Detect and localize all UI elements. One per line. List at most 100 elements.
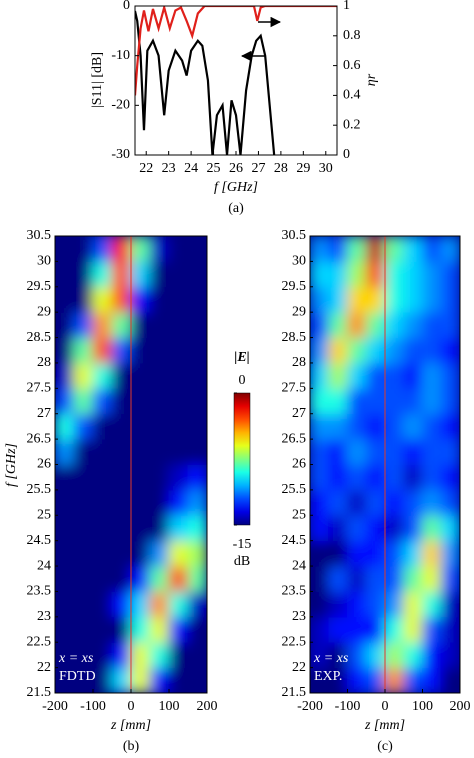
- heatmap-cell: [92, 236, 113, 262]
- heatmap-cell: [328, 464, 348, 491]
- y-tick-label: 0: [123, 0, 130, 13]
- heatmap-cell: [187, 616, 207, 643]
- heatmap-cell: [55, 413, 75, 440]
- heatmap-cell: [384, 514, 405, 542]
- heatmap-cell: [187, 667, 207, 693]
- heatmap-cell: [187, 387, 207, 415]
- heatmap-cell: [422, 514, 442, 542]
- heatmap-cell: [440, 387, 460, 415]
- heatmap-cell: [328, 387, 348, 415]
- heatmap-cell: [403, 438, 423, 465]
- heatmap-cell: [365, 616, 386, 643]
- heatmap-cell: [55, 438, 75, 465]
- heatmap-cell: [422, 565, 442, 592]
- heatmap-cell: [111, 590, 132, 618]
- heatmap-cell: [92, 616, 113, 643]
- heatmap-cell: [168, 260, 189, 288]
- heatmap-cell: [149, 489, 170, 516]
- heatmap-cell: [384, 387, 405, 415]
- heatmap-cell: [55, 464, 75, 491]
- heatmap-cell: [73, 337, 94, 364]
- heatmap-cell: [403, 590, 423, 618]
- heatmap-cell: [365, 362, 386, 389]
- heatmap-cell: [130, 514, 151, 542]
- heatmap-cell: [55, 260, 75, 288]
- heatmap-cell: [384, 540, 405, 567]
- heatmap-cell: [55, 514, 75, 542]
- plot-frame: [134, 5, 338, 156]
- heatmap-cell: [187, 362, 207, 389]
- heatmap-cell: [187, 565, 207, 592]
- heatmap-cell: [328, 641, 348, 669]
- heatmap-cell: [440, 514, 460, 542]
- heatmap-cell: [310, 362, 330, 389]
- heatmap-cell: [92, 260, 113, 288]
- heatmap-cell: [365, 540, 386, 567]
- heatmap-cell: [130, 362, 151, 389]
- x-tick-label: -100: [335, 699, 361, 714]
- x-tick-label: 28: [274, 161, 288, 176]
- heatmap-cell: [422, 311, 442, 339]
- y-tick-label: 30: [292, 254, 306, 269]
- heatmap-cell: [73, 438, 94, 465]
- heatmap-cell: [92, 667, 113, 693]
- heatmap-cell: [440, 565, 460, 592]
- heatmap-cell: [168, 616, 189, 643]
- y-axis-label: |S11| [dB]: [90, 52, 105, 108]
- heatmap-cell: [130, 590, 151, 618]
- heatmap-cell: [168, 590, 189, 618]
- heatmap-cell: [55, 362, 75, 389]
- heatmap-cell: [422, 667, 442, 693]
- x-tick-label: 200: [450, 699, 471, 714]
- heatmap-cell: [130, 667, 151, 693]
- x-tick-label: -200: [297, 699, 323, 714]
- y-tick-label: 21.5: [27, 685, 52, 700]
- x-tick-label: 200: [197, 699, 218, 714]
- heatmap-cell: [440, 616, 460, 643]
- heatmap-cell: [130, 236, 151, 262]
- y2-tick-label: 0.4: [343, 88, 361, 103]
- y-tick-label: -30: [111, 147, 130, 162]
- heatmap-cell: [149, 590, 170, 618]
- heatmap-cell: [73, 464, 94, 491]
- heatmap-cell: [403, 387, 423, 415]
- heatmap-cell: [92, 286, 113, 313]
- heatmap-cell: [440, 641, 460, 669]
- heatmap-cell: [111, 413, 132, 440]
- colorbar-title: |E|: [234, 350, 250, 365]
- heatmap-cell: [440, 362, 460, 389]
- heatmap-cell: [328, 565, 348, 592]
- heatmap-cell: [168, 514, 189, 542]
- heatmap-cell: [328, 260, 348, 288]
- heatmap-cell: [92, 540, 113, 567]
- heatmap-cell: [73, 641, 94, 669]
- heatmap-cell: [55, 236, 75, 262]
- y-tick-label: 22: [292, 660, 306, 675]
- x-axis-label: z [mm]: [110, 718, 151, 733]
- heatmap-cell: [365, 286, 386, 313]
- heatmap-cell: [440, 438, 460, 465]
- heatmap-cell: [55, 616, 75, 643]
- colorbar-tick-label: 0: [239, 373, 246, 388]
- panel-label: (c): [377, 739, 393, 754]
- heatmap-cell: [422, 616, 442, 643]
- heatmap-cell: [149, 260, 170, 288]
- heatmap-cell: [365, 489, 386, 516]
- x-tick-label: 100: [159, 699, 180, 714]
- heatmap-cell: [92, 464, 113, 491]
- heatmap-cell: [365, 337, 386, 364]
- heatmap-cell: [403, 260, 423, 288]
- heatmap-cell: [328, 489, 348, 516]
- heatmap-cell: [149, 565, 170, 592]
- heatmap-cell: [384, 616, 405, 643]
- series-line: [135, 10, 276, 155]
- y-tick-label: 25.5: [27, 482, 52, 497]
- heatmap-cell: [347, 464, 367, 491]
- heatmap-cell: [149, 616, 170, 643]
- heatmap-cell: [422, 489, 442, 516]
- heatmap-cell: [168, 337, 189, 364]
- x-tick-label: 23: [162, 161, 176, 176]
- heatmap-cell: [384, 311, 405, 339]
- y-tick-label: 24: [292, 558, 306, 573]
- heatmap-cell: [403, 641, 423, 669]
